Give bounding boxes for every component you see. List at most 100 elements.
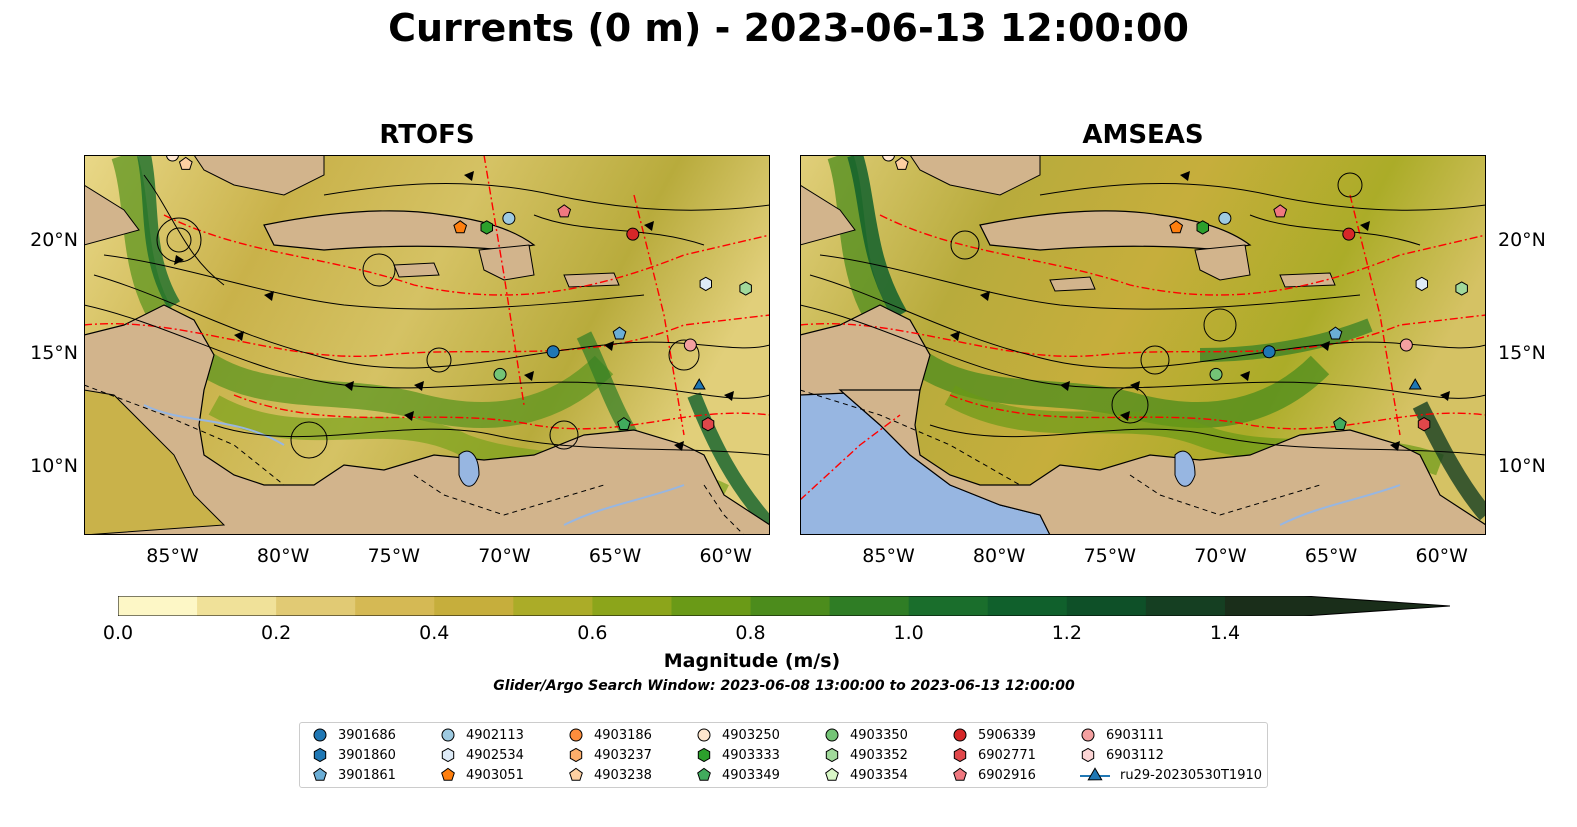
legend-shape — [825, 767, 839, 781]
legend-label: 3901860 — [338, 747, 396, 763]
legend-shape — [569, 747, 583, 763]
legend-marker-icon — [953, 728, 967, 742]
x-tick-label: 65°W — [1304, 545, 1358, 567]
legend-label: 4903237 — [594, 747, 652, 763]
land-puerto-rico — [1279, 272, 1336, 288]
observation-marker-6903111 — [683, 338, 697, 352]
legend-shape — [697, 728, 711, 742]
colorbar-segment — [908, 596, 989, 616]
streamline-arrows — [174, 171, 734, 451]
legend-marker-icon — [953, 747, 967, 763]
legend-item: 6903112 — [1078, 746, 1164, 764]
eez-boundary — [799, 314, 1487, 357]
legend-label: 3901686 — [338, 727, 396, 743]
legend-item: ru29-20230530T1910 — [1078, 766, 1262, 784]
legend-item: 4903186 — [566, 726, 652, 744]
observation-marker-4903352 — [739, 281, 752, 296]
legend-marker-icon — [697, 728, 711, 742]
legend-marker-icon — [441, 767, 455, 781]
land-jamaica — [1049, 276, 1096, 292]
x-tick-label: 80°W — [972, 545, 1026, 567]
legend-shape — [313, 767, 327, 781]
legend-marker-icon — [697, 767, 711, 781]
eez-boundary — [233, 394, 771, 430]
legend-label: 4903349 — [722, 767, 780, 783]
observation-marker-4902113 — [1218, 211, 1232, 225]
land-cuba — [979, 210, 1252, 251]
colorbar-tick-label: 0.2 — [261, 622, 292, 644]
observation-marker-6902771 — [1417, 417, 1431, 432]
country-border — [703, 484, 745, 536]
legend-shape — [313, 728, 327, 742]
observation-markers — [882, 148, 1468, 432]
legend-triangle — [1087, 767, 1103, 781]
legend-shape — [569, 767, 583, 781]
observation-marker-4903352 — [1455, 281, 1468, 296]
colorbar-segment — [1066, 596, 1147, 616]
legend-item: 3901861 — [310, 766, 396, 784]
x-tick-label: 85°W — [146, 545, 199, 567]
legend-shape — [697, 767, 711, 781]
observation-marker-4903349 — [1333, 416, 1347, 430]
observation-marker-4903238 — [178, 156, 193, 170]
legend-shape — [825, 747, 839, 763]
y-tick-label: 20°N — [30, 228, 78, 251]
panel-title-amseas: AMSEAS — [1082, 120, 1204, 150]
country-border — [83, 384, 285, 486]
legend-shape — [441, 747, 455, 763]
panel-title-rtofs: RTOFS — [379, 120, 475, 150]
pacific-coast-water — [83, 389, 226, 536]
colorbar-label: Magnitude (m/s) — [663, 650, 841, 672]
observation-marker-5906339 — [1342, 227, 1356, 241]
legend-shape — [825, 728, 839, 742]
eez-boundary — [879, 214, 1487, 296]
legend-item: 5906339 — [950, 726, 1036, 744]
colorbar-segment — [987, 596, 1068, 616]
land-central-america — [799, 304, 931, 396]
legend-shape — [313, 747, 327, 763]
legend: 3901686 3901860 3901861 4902113 4902534 49030… — [299, 722, 1268, 788]
legend-item: 4903333 — [694, 746, 780, 764]
eez-boundary — [483, 154, 525, 406]
eez-boundary — [633, 194, 685, 436]
search-window-caption: Glider/Argo Search Window: 2023-06-08 13… — [493, 678, 1075, 694]
legend-marker-icon — [1081, 747, 1095, 763]
legend-marker-icon — [441, 747, 455, 763]
legend-marker-icon — [313, 767, 327, 781]
map-panel-rtofs — [83, 148, 776, 536]
observation-marker-4903333 — [480, 220, 493, 235]
legend-item: 6903111 — [1078, 726, 1164, 744]
legend-label: ru29-20230530T1910 — [1120, 767, 1263, 783]
legend-marker-icon — [825, 747, 839, 763]
legend-shape — [1081, 747, 1095, 763]
legend-label: 6902771 — [978, 747, 1036, 763]
legend-item: 4903349 — [694, 766, 780, 784]
map-rtofs-svg — [83, 148, 776, 536]
legend-label: 3901861 — [338, 767, 396, 783]
x-tick-label: 60°W — [1415, 545, 1468, 567]
legend-label: 4903352 — [850, 747, 908, 763]
legend-marker-icon — [313, 728, 327, 742]
observation-marker-6903111 — [1399, 338, 1413, 352]
river — [563, 484, 685, 526]
colorbar-segment — [513, 596, 593, 616]
observation-marker-6902916 — [557, 204, 572, 218]
map-panel-amseas — [799, 148, 1493, 536]
current-band-strong — [687, 392, 776, 530]
river — [1279, 484, 1401, 526]
colorbar-tick-label: 1.0 — [893, 622, 924, 644]
observation-marker-ru29-20230530T1910 — [692, 378, 706, 390]
legend-label: 6902916 — [978, 767, 1036, 783]
observation-marker-4902113 — [502, 211, 516, 225]
legend-label: 6903112 — [1106, 747, 1164, 763]
colorbar-segment — [592, 596, 672, 616]
legend-label: 6903111 — [1106, 727, 1164, 743]
colorbar-tick-label: 0.4 — [419, 622, 450, 644]
observation-marker-3901686 — [1262, 345, 1276, 359]
colorbar-segment — [197, 596, 277, 616]
observation-marker-4903238 — [894, 156, 909, 170]
legend-marker-icon — [825, 728, 839, 742]
colorbar-tick-label: 0.6 — [577, 622, 608, 644]
colorbar-segment — [355, 596, 435, 616]
legend-marker-icon — [1081, 728, 1095, 742]
